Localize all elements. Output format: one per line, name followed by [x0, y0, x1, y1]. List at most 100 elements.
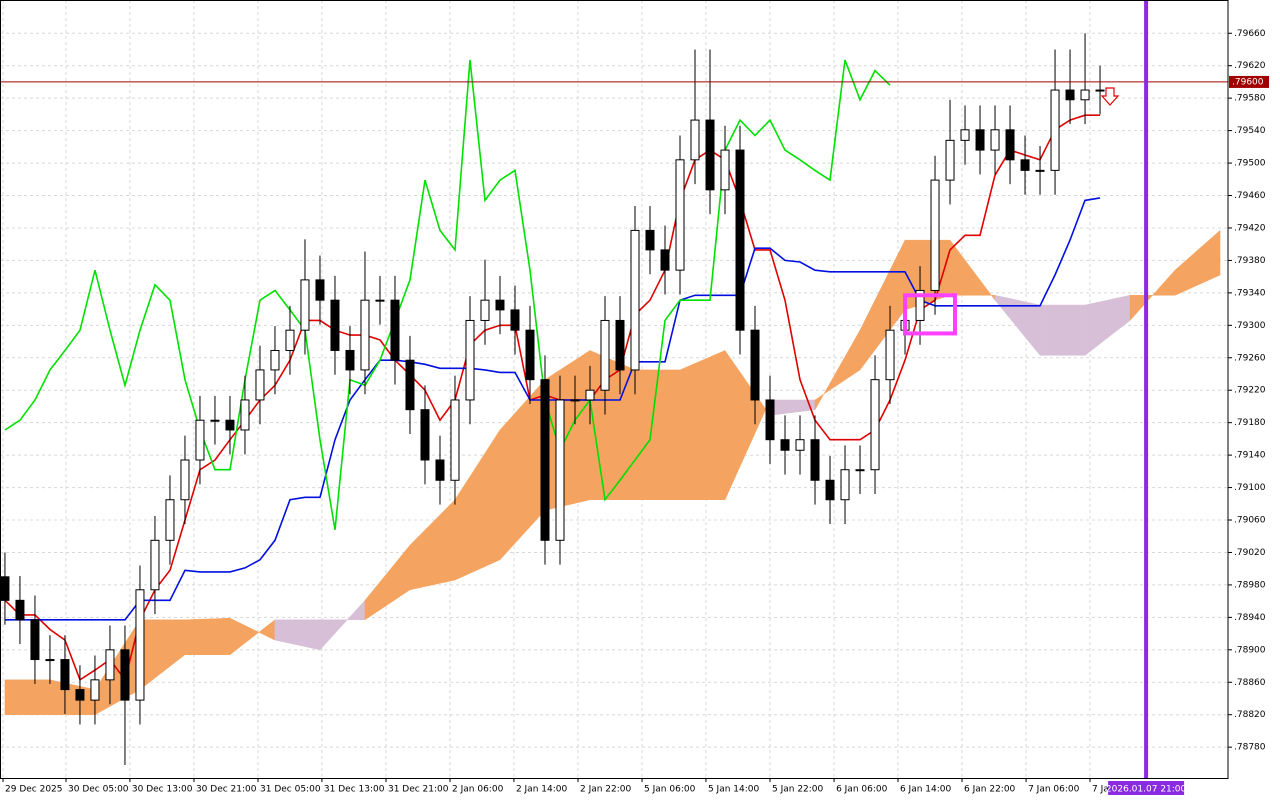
sell-arrow [1100, 87, 1120, 106]
candle-body [75, 689, 85, 701]
candle-body [840, 469, 850, 501]
candle-body [1095, 89, 1105, 92]
candle-body [135, 589, 145, 701]
candle-body [360, 299, 370, 371]
y-tick-label: .78900 [1234, 645, 1266, 655]
candle-body [375, 299, 385, 302]
candle-body [600, 319, 610, 391]
candle-body [690, 119, 700, 161]
candle-body [555, 399, 565, 541]
x-tick-label: 31 Dec 05:00 [260, 785, 321, 795]
x-tick-label: 30 Dec 21:00 [196, 785, 257, 795]
candle-body [120, 649, 130, 701]
y-tick-label: .78820 [1234, 710, 1266, 720]
candle-body [30, 619, 40, 661]
candle-body [240, 399, 250, 431]
candle-body [1080, 89, 1090, 101]
x-tick-label: 7 Jan 06:00 [1028, 785, 1080, 795]
axes: .78780 .78820 .78860 .78900 .78940 .78980 .790… [2, 29, 1269, 795]
x-tick-label: 30 Dec 13:00 [132, 785, 193, 795]
candle-body [720, 149, 730, 191]
highlight-box [903, 293, 957, 336]
candle-body [870, 379, 880, 471]
candle-body [450, 399, 460, 481]
x-tick-label: 2 Jan 06:00 [452, 785, 504, 795]
time-label-bg [1108, 781, 1185, 795]
candle-body [945, 139, 955, 181]
x-tick-label: 5 Jan 22:00 [772, 785, 824, 795]
y-tick-label: .79460 [1234, 191, 1266, 201]
candle-body [195, 419, 205, 461]
candle-body [285, 329, 295, 351]
candle-body [300, 279, 310, 331]
candle-body [735, 149, 745, 331]
x-tick-label: 30 Dec 05:00 [68, 785, 129, 795]
candle-body [1005, 129, 1015, 161]
candle-body [570, 399, 580, 402]
x-tick-label: 6 Jan 22:00 [964, 785, 1016, 795]
candle-body [930, 179, 940, 291]
candle-body [465, 319, 475, 401]
y-tick-label: .79260 [1234, 353, 1266, 363]
candle-body [825, 479, 835, 501]
cloud-segment [4, 679, 51, 715]
candle-body [1035, 169, 1045, 172]
plot-border [0, 0, 1229, 779]
candle-body [45, 659, 55, 662]
y-tick-label: .79220 [1234, 386, 1266, 396]
candle-body [765, 399, 775, 441]
y-tick-label: .79100 [1234, 483, 1266, 493]
candle-body [540, 379, 550, 541]
candle-body [795, 439, 805, 451]
price-label: .79600 [1232, 77, 1264, 87]
candle-body [210, 419, 220, 422]
x-tick-label: 6 Jan 14:00 [900, 785, 952, 795]
candle-body [975, 129, 985, 151]
x-tick-label: 2 Jan 14:00 [516, 785, 568, 795]
y-tick-label: .79620 [1234, 61, 1266, 71]
x-tick-label: 6 Jan 06:00 [836, 785, 888, 795]
cloud-segment [1039, 304, 1086, 356]
x-tick-label: 31 Dec 13:00 [324, 785, 385, 795]
candle-body [585, 389, 595, 401]
candle-body [405, 359, 415, 411]
candle-body [105, 649, 115, 681]
candle-body [180, 459, 190, 501]
candle-body [315, 279, 325, 301]
candle-body [345, 349, 355, 371]
y-tick-label: .79060 [1234, 516, 1266, 526]
candle-body [150, 539, 160, 591]
candle-body [1050, 89, 1060, 171]
candle-body [270, 349, 280, 371]
y-tick-label: .79580 [1234, 94, 1266, 104]
candle-body [645, 229, 655, 251]
cloud-segment [679, 350, 726, 500]
candle-body [90, 679, 100, 701]
y-tick-label: .79020 [1234, 548, 1266, 558]
candle-body [525, 329, 535, 381]
candle-body [705, 119, 715, 191]
cloud-segment [589, 350, 636, 500]
candle-body [675, 159, 685, 271]
candle-body [1065, 89, 1075, 101]
y-tick-label: .78780 [1234, 743, 1266, 753]
y-tick-label: .79340 [1234, 288, 1266, 298]
candle-body [915, 289, 925, 321]
candle-body [495, 299, 505, 311]
time-label: 2026.01.07 21:00 [1106, 785, 1187, 795]
candle-body [990, 129, 1000, 151]
y-tick-label: .78860 [1234, 678, 1266, 688]
x-tick-label: 29 Dec 2025 [5, 785, 63, 795]
candle-body [435, 459, 445, 481]
candle-body [750, 329, 760, 401]
candle-body [480, 299, 490, 321]
candle-body [1020, 159, 1030, 171]
candle-body [225, 419, 235, 431]
y-tick-label: .78980 [1234, 580, 1266, 590]
candle-body [165, 499, 175, 541]
candle-body [885, 329, 895, 381]
y-tick-label: .78940 [1234, 613, 1266, 623]
y-tick-label: .79380 [1234, 256, 1266, 266]
candle-body [0, 576, 10, 601]
